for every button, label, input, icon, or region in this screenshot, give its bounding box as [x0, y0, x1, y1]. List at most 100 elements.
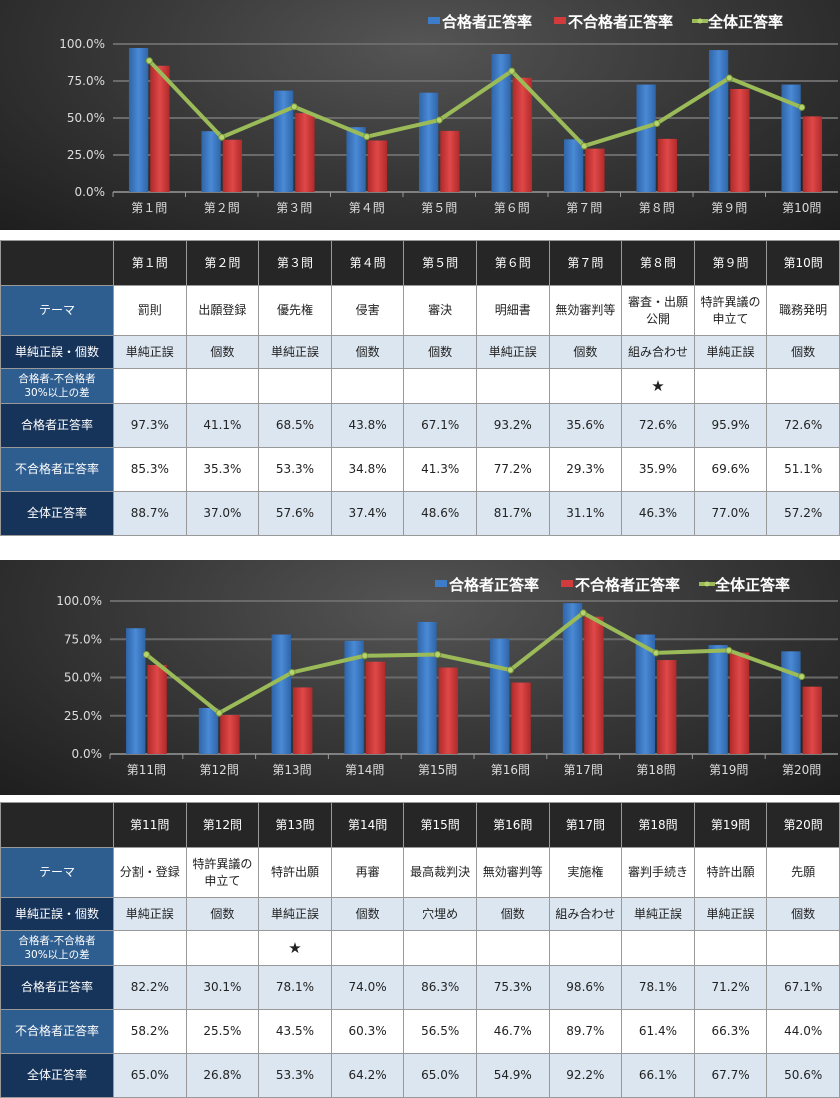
bar-passed	[344, 640, 364, 754]
cell-type: 個数	[330, 335, 405, 369]
bar-failed	[147, 664, 167, 754]
column-header: 第１問	[113, 240, 187, 286]
x-tick-label: 第10問	[782, 201, 821, 215]
row-label: 合格者正答率	[0, 403, 114, 448]
cell-type: 個数	[185, 897, 260, 931]
cell-type: 個数	[766, 897, 840, 931]
cell-passed: 67.1%	[403, 403, 477, 448]
column-header: 第８問	[621, 240, 695, 286]
cell-type: 単純正誤	[693, 897, 768, 931]
point-overall	[725, 646, 733, 654]
cell-diff	[113, 368, 187, 404]
bar-passed	[126, 628, 146, 754]
cell-diff	[330, 368, 405, 404]
chart-q11-20: 0.0% 25.0% 50.0% 75.0% 100.0% 第11問 第12問 第13問 第14…	[0, 560, 840, 795]
cell-passed: 72.6%	[766, 403, 840, 448]
cell-type: 個数	[475, 897, 550, 931]
x-tick-label: 第15問	[418, 763, 457, 777]
cell-diff	[548, 368, 623, 404]
table-row-failed: 不合格者正答率 85.3% 35.3% 53.3% 34.8% 41.3% 77.2% 29.…	[0, 447, 840, 492]
corner-cell	[0, 802, 114, 848]
cell-passed: 68.5%	[258, 403, 332, 448]
cell-type: 単純正誤	[113, 335, 187, 369]
x-tick-label: 第１問	[131, 201, 167, 215]
cell-failed: 61.4%	[621, 1009, 695, 1054]
point-overall	[218, 133, 226, 141]
y-tick-label: 25.0%	[64, 709, 102, 723]
legend-swatch-point	[697, 18, 703, 24]
cell-diff	[113, 930, 187, 966]
cell-diff	[475, 368, 550, 404]
bar-passed	[198, 707, 219, 754]
cell-diff: ★	[621, 368, 695, 404]
bar-failed	[585, 148, 605, 192]
bar-passed	[201, 131, 221, 192]
bar-passed	[636, 84, 656, 192]
cell-theme: 審査・出願 公開	[621, 285, 695, 336]
cell-diff: ★	[258, 930, 332, 966]
cell-failed: 89.7%	[548, 1009, 623, 1054]
cell-type: 個数	[330, 897, 405, 931]
cell-type: 穴埋め	[403, 897, 477, 931]
bar-passed	[346, 127, 366, 192]
bar-passed	[708, 645, 728, 754]
cell-passed: 75.3%	[475, 965, 550, 1010]
cell-failed: 29.3%	[548, 447, 623, 492]
cell-passed: 98.6%	[548, 965, 623, 1010]
bar-failed	[220, 714, 240, 754]
x-tick-label: 第８問	[639, 201, 675, 215]
table-row-overall: 全体正答率 88.7% 37.0% 57.6% 37.4% 48.6% 81.7% 31.1%…	[0, 491, 840, 536]
column-header: 第２問	[185, 240, 260, 286]
bar-failed	[729, 652, 750, 754]
cell-type: 個数	[403, 335, 477, 369]
row-label: 全体正答率	[0, 491, 114, 536]
cell-failed: 34.8%	[330, 447, 405, 492]
table-row-passed: 合格者正答率 82.2% 30.1% 78.1% 74.0% 86.3% 75.3% 98.6…	[0, 965, 840, 1010]
cell-failed: 41.3%	[403, 447, 477, 492]
y-tick-label: 100.0%	[56, 594, 102, 608]
row-label: 単純正誤・個数	[0, 335, 114, 369]
cell-failed: 77.2%	[475, 447, 550, 492]
bar-passed	[491, 54, 511, 193]
cell-overall: 37.0%	[185, 491, 260, 536]
cell-failed: 43.5%	[258, 1009, 332, 1054]
cell-type: 組み合わせ	[548, 897, 623, 931]
cell-failed: 66.3%	[693, 1009, 768, 1054]
cell-passed: 74.0%	[330, 965, 405, 1010]
cell-theme: 侵害	[330, 285, 405, 336]
bar-failed	[512, 77, 533, 192]
legend-label: 合格者正答率	[448, 576, 539, 594]
header-row: 第11問 第12問 第13問 第14問 第15問 第16問 第17問 第18問 第19問 第20問	[0, 802, 840, 848]
cell-overall: 26.8%	[185, 1053, 260, 1098]
cell-overall: 67.7%	[693, 1053, 768, 1098]
cell-type: 単純正誤	[258, 897, 332, 931]
cell-theme: 審判手続き	[621, 847, 695, 898]
cell-theme: 無効審判等	[548, 285, 623, 336]
bar-failed	[293, 687, 313, 754]
cell-theme: 明細書	[475, 285, 550, 336]
header-row: 第１問 第２問 第３問 第４問 第５問 第６問 第７問 第８問 第９問 第10問	[0, 240, 840, 286]
cell-overall: 77.0%	[693, 491, 768, 536]
cell-overall: 64.2%	[330, 1053, 405, 1098]
cell-failed: 60.3%	[330, 1009, 405, 1054]
cell-type: 単純正誤	[113, 897, 187, 931]
cell-overall: 88.7%	[113, 491, 187, 536]
bar-passed	[271, 634, 291, 754]
legend-swatch	[435, 580, 447, 587]
bar-failed	[222, 139, 243, 192]
column-header: 第16問	[475, 802, 550, 848]
bar-failed	[802, 116, 823, 192]
column-header: 第５問	[403, 240, 477, 286]
cell-overall: 65.0%	[403, 1053, 477, 1098]
legend-swatch	[561, 580, 573, 587]
point-overall	[145, 57, 153, 65]
y-tick-label: 25.0%	[67, 148, 105, 162]
cell-diff	[403, 368, 477, 404]
bar-passed	[418, 92, 439, 192]
point-overall	[288, 668, 296, 676]
cell-type: 個数	[766, 335, 840, 369]
y-tick-label: 75.0%	[64, 632, 102, 646]
cell-passed: 35.6%	[548, 403, 623, 448]
x-tick-label: 第４問	[349, 201, 385, 215]
cell-passed: 78.1%	[258, 965, 332, 1010]
